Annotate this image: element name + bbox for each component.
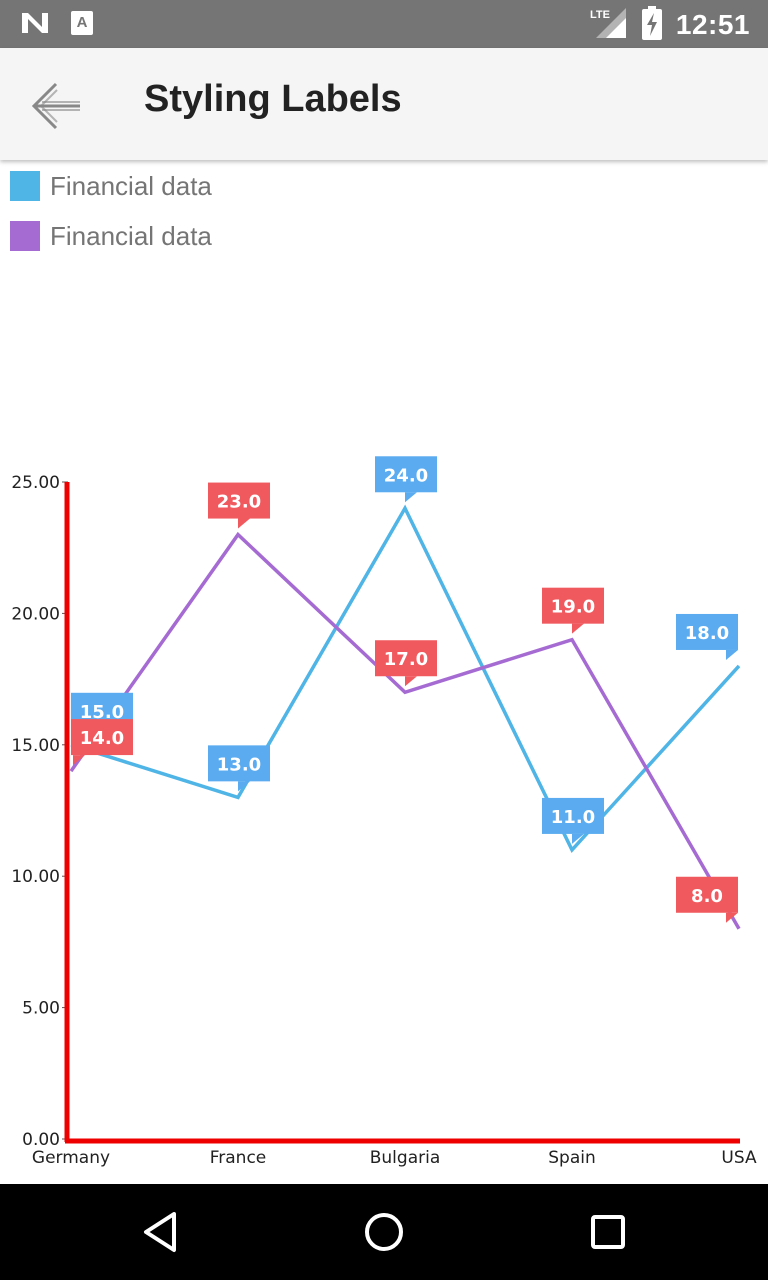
data-label-pointer	[726, 912, 738, 923]
data-label-text: 19.0	[551, 597, 595, 618]
data-label-box	[542, 587, 604, 624]
x-tick-label: Bulgaria	[370, 1148, 441, 1168]
back-triangle-icon	[144, 1212, 176, 1252]
data-label-pointer	[405, 676, 417, 687]
page-title: Styling Labels	[144, 78, 402, 120]
n-logo-icon	[20, 11, 50, 39]
data-label-text: 23.0	[217, 492, 261, 513]
app-bar: Styling Labels	[0, 48, 768, 160]
legend-item-series-2: Financial data	[10, 220, 212, 252]
data-label-text: 15.0	[80, 702, 124, 723]
x-tick-label: France	[210, 1148, 267, 1168]
status-time: 12:51	[675, 9, 750, 40]
data-label-text: 24.0	[384, 465, 428, 486]
data-label-text: 18.0	[685, 623, 729, 644]
data-label-text: 8.0	[691, 886, 723, 907]
svg-text:A: A	[77, 14, 88, 31]
data-label-box	[542, 797, 604, 834]
data-label-box	[208, 745, 270, 782]
battery-charging-icon	[641, 6, 662, 44]
home-circle-icon	[365, 1213, 403, 1251]
y-tick-label: 25.00	[11, 473, 60, 493]
data-label-text: 14.0	[80, 728, 124, 749]
arrow-left-icon	[31, 82, 80, 130]
data-label-pointer	[572, 623, 584, 634]
data-label-box	[375, 640, 437, 677]
x-tick-label: USA	[721, 1148, 757, 1168]
x-tick-label: Germany	[32, 1148, 110, 1168]
legend-swatch	[10, 171, 40, 201]
a-notification-icon: A	[70, 10, 94, 40]
back-button[interactable]	[24, 78, 88, 134]
chart-legend: Financial data Financial data	[10, 170, 212, 270]
data-label-pointer	[572, 833, 584, 844]
status-bar: A LTE 12:51	[0, 0, 768, 48]
legend-label: Financial data	[50, 220, 212, 251]
navigation-bar	[0, 1184, 768, 1280]
data-label-pointer	[405, 492, 417, 503]
data-label-box	[208, 482, 270, 519]
data-label-pointer	[73, 755, 85, 766]
recents-square-icon	[591, 1215, 625, 1249]
lte-signal-icon: LTE	[588, 6, 628, 44]
series-1-line	[70, 504, 741, 854]
y-tick-label: 20.00	[11, 604, 60, 624]
nav-home-button[interactable]	[354, 1202, 414, 1262]
y-tick-label: 15.00	[11, 736, 60, 756]
series-2-line	[69, 531, 741, 930]
legend-swatch	[10, 221, 40, 251]
data-label-text: 17.0	[384, 649, 428, 670]
nav-back-button[interactable]	[130, 1202, 190, 1262]
x-tick-label: Spain	[548, 1148, 596, 1168]
line-chart: 0.00 5.00 10.00 15.00 20.00 25.00 Germany Franc…	[11, 456, 757, 1168]
data-label-box	[676, 876, 738, 913]
data-label-pointer	[726, 649, 738, 660]
data-label-pointer	[238, 518, 250, 529]
network-label: LTE	[590, 9, 610, 21]
legend-item-series-1: Financial data	[10, 170, 212, 202]
data-label-text: 11.0	[551, 807, 595, 828]
data-label-box	[676, 613, 738, 650]
data-label-text: 13.0	[217, 754, 261, 775]
y-tick-label: 0.00	[22, 1130, 60, 1150]
data-label-box	[71, 719, 133, 756]
y-tick-label: 5.00	[22, 999, 60, 1019]
data-label-box	[375, 456, 437, 493]
legend-label: Financial data	[50, 170, 212, 201]
data-label-pointer	[238, 781, 250, 792]
nav-recents-button[interactable]	[578, 1202, 638, 1262]
y-tick-label: 10.00	[11, 867, 60, 887]
